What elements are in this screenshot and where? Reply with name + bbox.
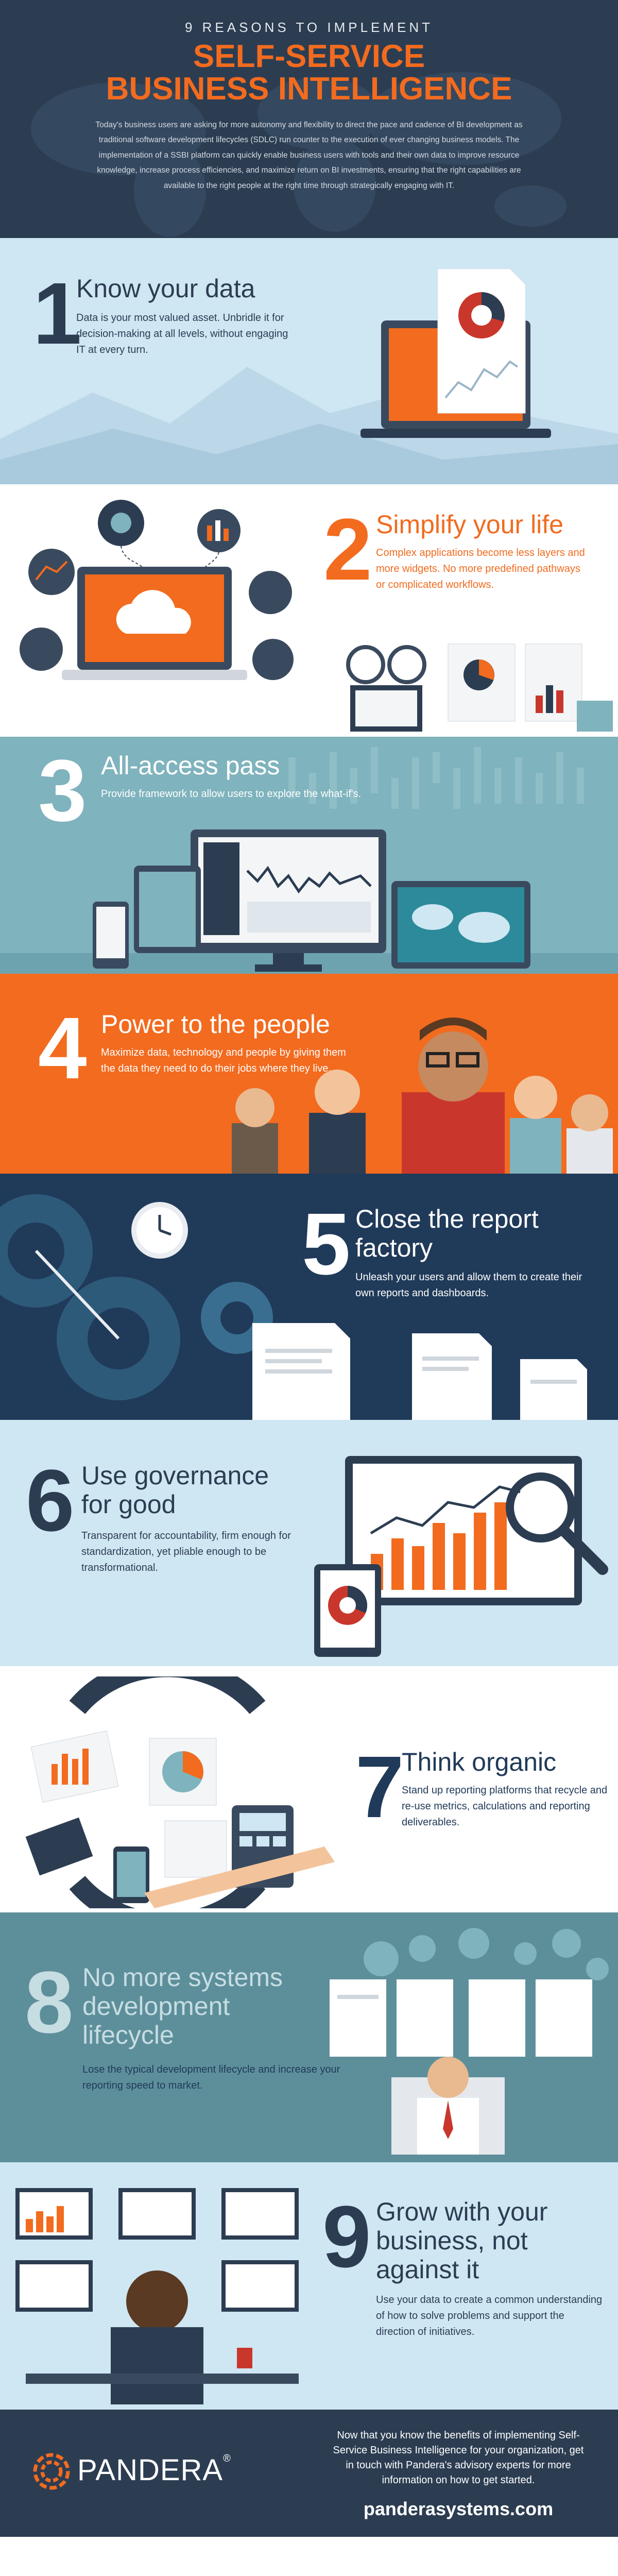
reason-8-title-line-2: development	[82, 1992, 230, 2021]
reason-7-body: Stand up reporting platforms that recycl…	[402, 1785, 608, 1828]
reason-6-title: Use governance for good	[81, 1461, 269, 1519]
reason-8-section: 8 No more systems development lifecycle …	[0, 1912, 618, 2162]
reason-9-number: 9	[322, 2188, 371, 2286]
report-pages-illustration	[252, 1323, 587, 1420]
desk-tools-illustration	[25, 1676, 335, 1908]
analyst-monitors-illustration	[15, 2188, 299, 2404]
reason-3-title: All-access pass	[101, 751, 280, 780]
reason-9-title-line-1: Grow with your	[376, 2197, 548, 2226]
brand-wordmark: PANDERA	[77, 2453, 224, 2487]
reason-4-body: Maximize data, technology and people by …	[101, 1047, 346, 1074]
reason-5-section: 5 Close the report factory Unleash your …	[0, 1174, 618, 1420]
reason-2-body: Complex applications become less layers …	[376, 547, 585, 590]
brand-name: PANDERA®	[77, 2453, 231, 2487]
registered-mark: ®	[223, 2453, 231, 2464]
reason-5-body: Unleash your users and allow them to cre…	[355, 1272, 582, 1299]
reason-6-title-line-2: for good	[81, 1490, 176, 1519]
reason-2-title: Simplify your life	[376, 510, 563, 539]
cloud-laptop-illustration	[20, 500, 294, 680]
reason-4-title: Power to the people	[101, 1010, 330, 1039]
reason-9-title-line-2: business, not	[376, 2226, 528, 2255]
reason-6-body: Transparent for accountability, firm eno…	[81, 1530, 291, 1573]
title-line-1: SELF-SERVICE	[193, 39, 425, 74]
reason-3-number: 3	[38, 742, 87, 840]
world-map-background	[31, 72, 566, 237]
reason-6-number: 6	[26, 1452, 75, 1550]
reason-7-title: Think organic	[402, 1748, 557, 1776]
reason-4-section: 4 Power to the people Maximize data, tec…	[0, 974, 618, 1174]
reason-9-body: Use your data to create a common underst…	[376, 2294, 603, 2337]
reason-4-number: 4	[38, 999, 87, 1097]
reason-5-number: 5	[302, 1195, 351, 1293]
reason-8-title-line-3: lifecycle	[82, 2021, 174, 2049]
title-line-2: BUSINESS INTELLIGENCE	[106, 71, 512, 107]
footer-cta: Now that you know the benefits of implem…	[333, 2430, 584, 2486]
reason-3-body: Provide framework to allow users to expl…	[101, 788, 362, 800]
reason-8-title-line-1: No more systems	[82, 1963, 283, 1992]
intro-paragraph: Today's business users are asking for mo…	[95, 121, 523, 190]
footer-url-link[interactable]: panderasystems.com	[363, 2498, 554, 2519]
reason-7-section: 7 Think organic Stand up reporting platf…	[0, 1666, 618, 1912]
reason-1-title: Know your data	[76, 274, 255, 303]
reason-9-title-line-3: against it	[376, 2255, 479, 2284]
mountain-background	[0, 367, 618, 484]
reason-8-title: No more systems development lifecycle	[82, 1963, 283, 2049]
presenter-gears-illustration	[330, 1928, 609, 2155]
reason-5-title-line-1: Close the report	[355, 1205, 539, 1233]
reason-7-number: 7	[355, 1738, 404, 1836]
desk-reports-illustration	[346, 643, 613, 732]
reason-8-body: Lose the typical development lifecycle a…	[82, 2064, 340, 2091]
gears-clock-illustration	[0, 1194, 273, 1400]
reason-6-section: 6 Use governance for good Transparent fo…	[0, 1420, 618, 1666]
reason-8-number: 8	[25, 1954, 74, 2052]
reason-2-section: 2 Simplify your life Complex application…	[0, 484, 618, 737]
reason-2-number: 2	[323, 501, 372, 599]
magnified-chart-illustration	[314, 1456, 608, 1657]
header-kicker: 9 REASONS TO IMPLEMENT	[184, 20, 434, 35]
people-illustration	[232, 1018, 613, 1174]
reason-1-body: Data is your most valued asset. Unbridle…	[76, 312, 288, 355]
reason-1-section: 1 Know your data Data is your most value…	[0, 238, 618, 484]
reason-6-title-line-1: Use governance	[81, 1461, 269, 1490]
reason-9-title: Grow with your business, not against it	[376, 2197, 547, 2284]
pandera-logo-icon	[33, 2453, 70, 2490]
reason-3-section: 3 All-access pass Provide framework to a…	[0, 737, 618, 974]
reason-5-title-line-2: factory	[355, 1233, 433, 1262]
reason-9-section: 9 Grow with your business, not against i…	[0, 2162, 618, 2410]
page-title: SELF-SERVICE BUSINESS INTELLIGENCE	[0, 39, 618, 107]
laptop-report-illustration	[360, 268, 551, 438]
header-section: 9 REASONS TO IMPLEMENT SELF-SERVICE BUSI…	[0, 0, 618, 238]
multi-device-illustration	[93, 829, 530, 972]
footer-section: PANDERA® Now that you know the benefits …	[0, 2410, 618, 2537]
reason-5-title: Close the report factory	[355, 1205, 539, 1262]
reason-1-number: 1	[33, 265, 82, 363]
